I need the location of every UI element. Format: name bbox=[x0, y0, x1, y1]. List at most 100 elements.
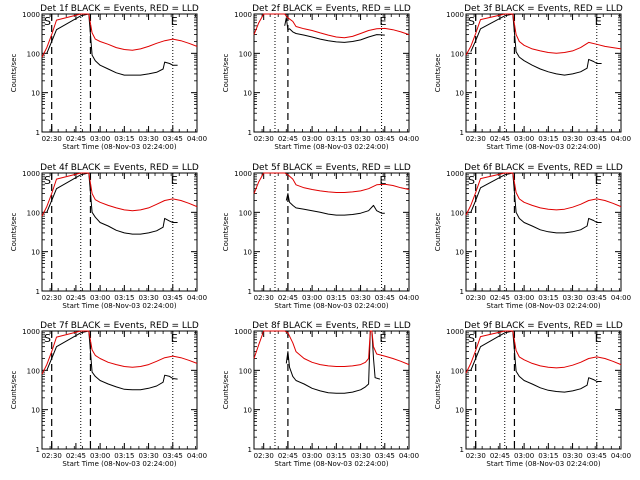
x-tick-label: 03:30 bbox=[562, 135, 582, 143]
x-tick-label: 03:30 bbox=[350, 294, 370, 302]
plot-frame bbox=[41, 330, 198, 450]
start-marker: S bbox=[468, 15, 475, 28]
start-marker: S bbox=[44, 332, 51, 345]
chart-title: Det 3f BLACK = Events, RED = LLD bbox=[464, 4, 623, 14]
x-tick-label: 02:45 bbox=[66, 135, 86, 143]
chart-title: Det 7f BLACK = Events, RED = LLD bbox=[40, 321, 199, 331]
y-tick-label: 100 bbox=[27, 367, 40, 375]
series-events-line bbox=[46, 330, 178, 391]
series-events-line bbox=[470, 172, 602, 234]
y-tick-label: 1000 bbox=[22, 11, 40, 19]
y-tick-label: 10 bbox=[31, 249, 40, 257]
y-axis-label: Counts/sec bbox=[10, 371, 18, 410]
series-lld-line bbox=[253, 330, 410, 367]
end-marker: E bbox=[380, 15, 387, 28]
y-tick-label: 1000 bbox=[22, 170, 40, 178]
x-tick-label: 03:15 bbox=[326, 135, 346, 143]
y-tick-label: 10 bbox=[455, 407, 464, 415]
x-tick-label: 04:00 bbox=[611, 452, 631, 460]
x-axis-label: Start Time (08-Nov-03 02:24:00) bbox=[62, 302, 176, 310]
x-axis-label: Start Time (08-Nov-03 02:24:00) bbox=[486, 143, 600, 151]
x-tick-label: 02:45 bbox=[490, 452, 510, 460]
x-tick-label: 03:30 bbox=[350, 452, 370, 460]
x-tick-label: 03:30 bbox=[562, 452, 582, 460]
end-marker: E bbox=[171, 15, 178, 28]
x-axis-label: Start Time (08-Nov-03 02:24:00) bbox=[486, 302, 600, 310]
chart-title: Det 8f BLACK = Events, RED = LLD bbox=[252, 321, 411, 331]
y-tick-label: 1 bbox=[460, 129, 464, 137]
x-axis-label: Start Time (08-Nov-03 02:24:00) bbox=[62, 143, 176, 151]
plot-frame bbox=[253, 172, 410, 292]
y-tick-label: 1 bbox=[460, 288, 464, 296]
series-lld-line bbox=[253, 172, 410, 194]
x-tick-label: 02:30 bbox=[254, 294, 274, 302]
end-marker: E bbox=[171, 332, 178, 345]
series-events-line bbox=[46, 172, 178, 235]
series-events-line bbox=[284, 17, 385, 43]
x-tick-label: 03:30 bbox=[350, 135, 370, 143]
series-events-line bbox=[470, 330, 602, 393]
x-tick-label: 04:00 bbox=[399, 135, 419, 143]
y-tick-label: 10 bbox=[243, 407, 252, 415]
x-tick-label: 03:15 bbox=[114, 452, 134, 460]
plot-frame bbox=[41, 13, 198, 133]
x-tick-label: 04:00 bbox=[187, 452, 207, 460]
x-tick-label: 02:45 bbox=[278, 452, 298, 460]
x-tick-label: 04:00 bbox=[611, 294, 631, 302]
chart-panel: Det 4f BLACK = Events, RED = LLD Counts/s… bbox=[10, 163, 207, 310]
x-tick-label: 03:45 bbox=[587, 135, 607, 143]
y-tick-label: 1000 bbox=[234, 11, 252, 19]
plot-frame bbox=[465, 330, 622, 450]
x-axis-label: Start Time (08-Nov-03 02:24:00) bbox=[274, 143, 388, 151]
end-marker: E bbox=[595, 332, 602, 345]
y-tick-label: 10 bbox=[243, 249, 252, 257]
y-axis-label: Counts/sec bbox=[434, 371, 442, 410]
x-tick-label: 03:00 bbox=[302, 294, 322, 302]
chart-title: Det 1f BLACK = Events, RED = LLD bbox=[40, 4, 199, 14]
x-tick-label: 03:00 bbox=[514, 294, 534, 302]
start-marker: S bbox=[468, 174, 475, 187]
series-events-line bbox=[285, 193, 385, 216]
x-tick-label: 02:45 bbox=[66, 294, 86, 302]
end-marker: E bbox=[171, 174, 178, 187]
start-marker: S bbox=[44, 174, 51, 187]
x-tick-label: 02:30 bbox=[42, 135, 62, 143]
x-tick-label: 03:00 bbox=[90, 135, 110, 143]
x-tick-label: 02:30 bbox=[254, 452, 274, 460]
y-tick-label: 100 bbox=[451, 50, 464, 58]
x-tick-label: 03:00 bbox=[514, 452, 534, 460]
x-axis-label: Start Time (08-Nov-03 02:24:00) bbox=[274, 302, 388, 310]
x-tick-label: 03:15 bbox=[538, 294, 558, 302]
x-tick-label: 02:30 bbox=[466, 135, 486, 143]
plot-frame bbox=[253, 13, 410, 133]
chart-panel: Det 5f BLACK = Events, RED = LLD Counts/s… bbox=[222, 163, 419, 310]
series-lld-line bbox=[465, 13, 622, 56]
end-marker: E bbox=[595, 15, 602, 28]
chart-panel: Det 7f BLACK = Events, RED = LLD Counts/s… bbox=[10, 321, 207, 468]
y-tick-label: 100 bbox=[239, 50, 252, 58]
series-lld-line bbox=[465, 172, 622, 216]
y-axis-label: Counts/sec bbox=[222, 371, 230, 410]
series-lld-line bbox=[465, 330, 622, 374]
x-tick-label: 03:45 bbox=[587, 294, 607, 302]
y-tick-label: 1000 bbox=[234, 328, 252, 336]
y-tick-label: 100 bbox=[27, 50, 40, 58]
x-tick-label: 03:15 bbox=[326, 294, 346, 302]
x-tick-label: 03:00 bbox=[514, 135, 534, 143]
y-tick-label: 1 bbox=[248, 288, 252, 296]
x-tick-label: 03:45 bbox=[375, 135, 395, 143]
chart-title: Det 9f BLACK = Events, RED = LLD bbox=[464, 321, 623, 331]
x-tick-label: 02:30 bbox=[254, 135, 274, 143]
y-axis-label: Counts/sec bbox=[222, 54, 230, 93]
chart-title: Det 4f BLACK = Events, RED = LLD bbox=[40, 163, 199, 173]
chart-panel: Det 2f BLACK = Events, RED = LLD Counts/s… bbox=[222, 4, 419, 151]
x-tick-label: 02:30 bbox=[42, 452, 62, 460]
y-axis-label: Counts/sec bbox=[434, 54, 442, 93]
x-tick-label: 04:00 bbox=[187, 135, 207, 143]
x-tick-label: 03:45 bbox=[587, 452, 607, 460]
x-tick-label: 03:15 bbox=[538, 135, 558, 143]
y-tick-label: 10 bbox=[31, 90, 40, 98]
y-tick-label: 1 bbox=[460, 446, 464, 454]
x-tick-label: 03:45 bbox=[163, 294, 183, 302]
